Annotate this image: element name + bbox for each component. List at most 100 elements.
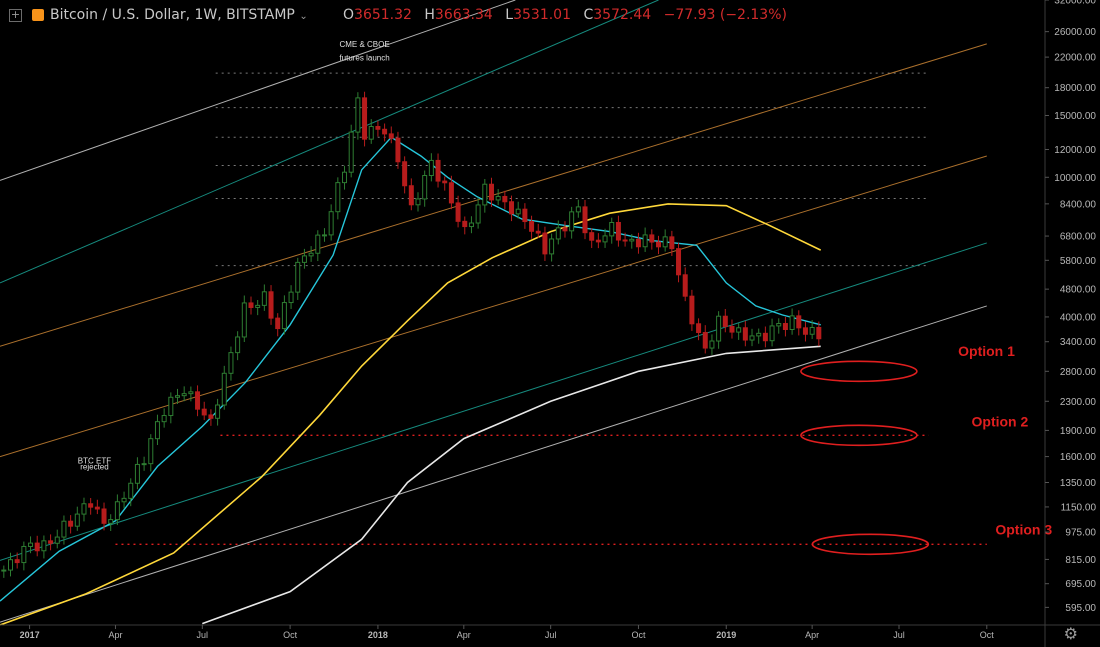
price-tick-label-7: 8400.00 (1060, 199, 1097, 210)
candle-body-103 (689, 295, 695, 325)
candle-body-22 (148, 438, 154, 465)
candle-body-76 (509, 201, 515, 215)
candle-body-33 (221, 372, 227, 406)
candle-body-64 (428, 159, 434, 177)
candle-body-1 (7, 559, 13, 571)
candle-body-11 (74, 513, 80, 527)
candle-body-117 (782, 323, 788, 331)
candle-body-27 (181, 393, 187, 397)
time-tick-label-9: Apr (805, 630, 819, 640)
ma-short-line (0, 136, 821, 602)
channel-line-teal-lower (0, 242, 987, 561)
add-indicator-icon[interactable]: + (9, 8, 22, 22)
candle-body-104 (696, 323, 702, 334)
symbol-title[interactable]: Bitcoin / U.S. Dollar, 1W, BITSTAMP ⌄ (50, 7, 308, 23)
candle-body-35 (235, 336, 241, 354)
candle-body-44 (295, 261, 301, 293)
candle-body-84 (562, 227, 568, 232)
candle-body-43 (288, 291, 294, 304)
candle-body-47 (315, 234, 321, 254)
candle-body-49 (328, 211, 334, 236)
candle-body-87 (582, 206, 588, 234)
candle-body-15 (101, 508, 107, 524)
price-tick-label-21: 695.00 (1065, 579, 1096, 590)
candle-body-88 (589, 232, 595, 241)
option-ellipse-2 (800, 424, 918, 447)
candle-body-110 (736, 327, 742, 333)
candle-body-54 (362, 97, 368, 140)
candle-body-30 (201, 408, 207, 416)
time-tick-label-2: Jul (197, 630, 209, 640)
candle-body-4 (28, 542, 34, 547)
candle-body-2 (14, 559, 20, 564)
candle-body-25 (168, 396, 174, 417)
candle-body-100 (669, 236, 675, 250)
channel-line-outer-upper (0, 0, 516, 181)
candle-body-71 (475, 204, 481, 224)
candle-body-113 (756, 332, 762, 337)
candle-body-91 (609, 221, 615, 237)
candle-body-92 (615, 221, 621, 241)
moving-averages (0, 136, 822, 626)
price-tick-label-3: 18000.00 (1054, 83, 1096, 94)
candle-body-36 (241, 302, 247, 338)
time-axis[interactable]: 2017 Apr Jul Oct 2018 Apr Jul Oct 2019 Apr Jul Oct (20, 625, 995, 640)
chart-header: + Bitcoin / U.S. Dollar, 1W, BITSTAMP ⌄ … (0, 0, 1045, 32)
candle-body-82 (549, 238, 555, 255)
candlesticks (1, 91, 822, 578)
candle-body-14 (94, 506, 100, 510)
candle-body-59 (395, 137, 401, 163)
candle-body-86 (575, 206, 581, 213)
price-tick-label-8: 6800.00 (1060, 232, 1097, 243)
channel-line-teal-upper (0, 0, 659, 284)
price-tick-label-17: 1350.00 (1060, 478, 1097, 489)
candle-body-72 (482, 183, 488, 206)
candle-body-67 (448, 182, 454, 204)
candle-body-53 (355, 97, 361, 133)
ohlc-readout: O3651.32 H3663.34 L3531.01 C3572.44 −77.… (343, 7, 795, 23)
candle-body-77 (515, 208, 521, 215)
channel-line-outer-lower (0, 305, 987, 623)
candle-body-7 (48, 540, 54, 544)
time-tick-label-0: 2017 (20, 630, 40, 640)
time-tick-label-11: Oct (980, 630, 995, 640)
candle-body-116 (776, 323, 782, 327)
time-tick-label-8: 2019 (716, 630, 736, 640)
chevron-down-icon[interactable]: ⌄ (299, 11, 308, 22)
annotation-2: BTC ETF (78, 456, 111, 465)
candle-body-81 (542, 232, 548, 255)
candle-body-17 (114, 501, 120, 521)
price-tick-label-5: 12000.00 (1054, 145, 1096, 156)
time-tick-label-6: Jul (545, 630, 557, 640)
price-tick-label-9: 5800.00 (1060, 256, 1097, 267)
candle-body-13 (88, 503, 94, 508)
candle-body-99 (662, 236, 668, 248)
candle-body-23 (154, 421, 160, 440)
candle-body-16 (108, 519, 114, 524)
candle-body-74 (495, 195, 501, 201)
candle-body-114 (762, 332, 768, 342)
candle-body-73 (488, 183, 494, 201)
price-axis[interactable]: 32000.00 26000.00 22000.00 18000.00 15000.00… (1045, 0, 1096, 614)
price-tick-label-19: 975.00 (1065, 528, 1096, 539)
price-tick-label-4: 15000.00 (1054, 111, 1096, 122)
candle-body-55 (368, 126, 374, 140)
candle-body-79 (529, 221, 535, 232)
candle-body-38 (255, 304, 261, 308)
time-tick-label-3: Oct (283, 630, 298, 640)
option-ellipse-1 (800, 360, 918, 383)
close-value: 3572.44 (593, 7, 652, 23)
candle-body-42 (281, 302, 287, 330)
candle-body-119 (796, 315, 802, 329)
candle-body-57 (382, 128, 388, 135)
annotation-0: CME & CBOE (339, 40, 389, 49)
candle-body-120 (802, 327, 808, 335)
candle-body-18 (121, 497, 127, 503)
candle-body-69 (462, 220, 468, 228)
change-value: −77.93 (−2.13%) (663, 7, 787, 23)
candle-body-63 (422, 175, 428, 200)
settings-gear-icon[interactable]: ⚙ (1063, 624, 1078, 643)
candle-body-78 (522, 208, 528, 223)
price-tick-label-18: 1150.00 (1061, 502, 1097, 513)
